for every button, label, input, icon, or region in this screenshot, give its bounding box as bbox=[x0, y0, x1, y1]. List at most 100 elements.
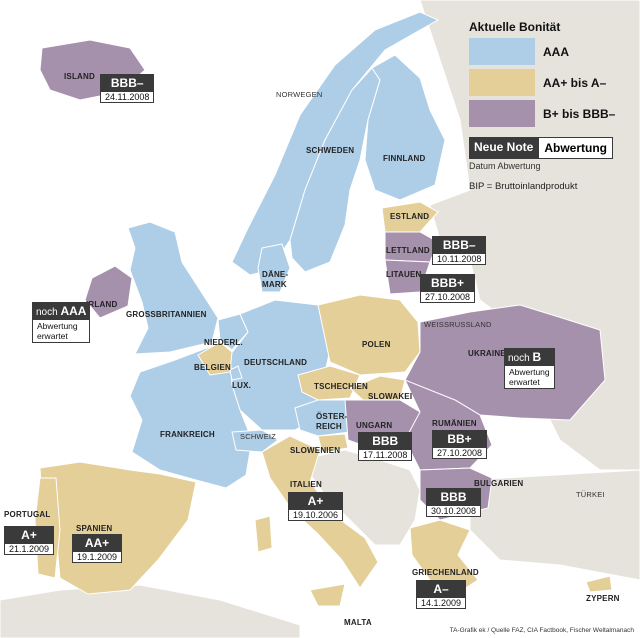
rating-note-latvia: BBB– bbox=[432, 236, 487, 254]
legend-label-bbb: B+ bis BBB– bbox=[543, 106, 616, 121]
label-belgium: BELGIEN bbox=[194, 363, 231, 372]
label-island: ISLAND bbox=[64, 72, 95, 81]
legend-swatch-bbb bbox=[469, 100, 535, 127]
label-denmark: DÄNE- MARK bbox=[262, 270, 289, 289]
shape-netherlands bbox=[217, 313, 249, 351]
label-romania: RUMÄNIEN bbox=[432, 419, 477, 428]
rating-tag-hungary: BBB 17.11.2008 bbox=[358, 432, 413, 461]
rating-date-portugal: 21.1.2009 bbox=[4, 544, 55, 555]
label-greece: GRIECHENLAND bbox=[412, 568, 479, 577]
shape-sweden bbox=[289, 67, 381, 273]
legend-swatch-aaa bbox=[469, 38, 535, 65]
rating-note-lithuania: BBB+ bbox=[420, 274, 476, 292]
shape-slovenia bbox=[317, 433, 349, 453]
label-luxembourg: LUX. bbox=[232, 381, 252, 390]
shape-estonia bbox=[381, 201, 439, 233]
legend-item-aa: AA+ bis A– bbox=[469, 69, 631, 96]
legend-swatch-aa bbox=[469, 69, 535, 96]
rating-date-hungary: 17.11.2008 bbox=[358, 450, 413, 461]
expected-note-ukraine: noch B Abwertung erwartet bbox=[504, 348, 555, 389]
expected-prefix-ukraine: noch bbox=[508, 353, 530, 364]
expected-text-ireland: Abwertung erwartet bbox=[32, 320, 91, 343]
label-estonia: ESTLAND bbox=[390, 212, 430, 221]
rating-note-bulgaria: BBB bbox=[426, 488, 482, 506]
land-north-africa bbox=[0, 584, 301, 638]
shape-belgium bbox=[197, 341, 233, 376]
rating-note-romania: BB+ bbox=[432, 430, 488, 448]
legend-sample-text: Abwertung bbox=[538, 137, 614, 159]
legend-title: Aktuelle Bonität bbox=[469, 20, 561, 34]
rating-date-spain: 19.1.2009 bbox=[72, 552, 123, 563]
shape-czech bbox=[297, 365, 361, 401]
legend-sample: Neue Note Abwertung bbox=[469, 137, 631, 159]
rating-tag-greece: A– 14.1.2009 bbox=[416, 580, 467, 609]
rating-date-island: 24.11.2008 bbox=[100, 92, 155, 103]
rating-tag-italy: A+ 19.10.2006 bbox=[288, 492, 344, 521]
legend-item-bbb: B+ bis BBB– bbox=[469, 100, 631, 127]
label-cyprus: ZYPERN bbox=[586, 594, 620, 603]
legend: Aktuelle Bonität AAA AA+ bis A– B+ bis B… bbox=[469, 20, 631, 192]
label-france: FRANKREICH bbox=[160, 430, 215, 439]
rating-note-island: BBB– bbox=[100, 74, 155, 92]
label-ireland: IRLAND bbox=[86, 300, 118, 309]
shape-sicily bbox=[309, 583, 346, 607]
rating-tag-portugal: A+ 21.1.2009 bbox=[4, 526, 55, 555]
label-slovenia: SLOWENIEN bbox=[290, 446, 341, 455]
rating-tag-spain: AA+ 19.1.2009 bbox=[72, 534, 123, 563]
source-credit: TA-Grafik ek / Quelle FAZ, CIA Factbook,… bbox=[449, 627, 634, 634]
expected-note-ireland: noch AAA Abwertung erwartet bbox=[32, 302, 91, 343]
label-sweden: SCHWEDEN bbox=[306, 146, 355, 155]
shape-denmark bbox=[257, 243, 291, 293]
label-spain: SPANIEN bbox=[76, 524, 113, 533]
shape-sardinia bbox=[254, 515, 273, 553]
label-lithuania: LITAUEN bbox=[386, 270, 422, 279]
rating-tag-island: BBB– 24.11.2008 bbox=[100, 74, 155, 103]
label-slovakia: SLOWAKEI bbox=[368, 392, 413, 401]
label-latvia: LETTLAND bbox=[386, 246, 430, 255]
shape-ireland bbox=[84, 265, 133, 319]
shape-uk bbox=[127, 221, 219, 355]
shape-luxembourg bbox=[229, 365, 243, 381]
label-poland: POLEN bbox=[362, 340, 391, 349]
expected-prefix-ireland: noch bbox=[36, 307, 58, 318]
rating-tag-bulgaria: BBB 30.10.2008 bbox=[426, 488, 482, 517]
label-norway: NORWEGEN bbox=[276, 90, 323, 99]
label-belarus: WEISSRUSSLAND bbox=[424, 320, 492, 329]
label-turkey: TÜRKEI bbox=[576, 490, 605, 499]
shape-switzerland bbox=[231, 429, 279, 453]
rating-note-hungary: BBB bbox=[358, 432, 413, 450]
aaa-countries bbox=[127, 11, 446, 489]
rating-tag-lithuania: BBB+ 27.10.2008 bbox=[420, 274, 476, 303]
label-austria: ÖSTER- REICH bbox=[316, 412, 348, 431]
label-czech: TSCHECHIEN bbox=[314, 382, 369, 391]
rating-tag-romania: BB+ 27.10.2008 bbox=[432, 430, 488, 459]
label-finland: FINNLAND bbox=[383, 154, 426, 163]
label-italy: ITALIEN bbox=[290, 480, 322, 489]
legend-bip: BIP = Bruttoinlandprodukt bbox=[469, 181, 578, 192]
rating-date-romania: 27.10.2008 bbox=[432, 448, 488, 459]
rating-date-greece: 14.1.2009 bbox=[416, 598, 467, 609]
label-bulgaria: BULGARIEN bbox=[474, 479, 524, 488]
label-ukraine: UKRAINE bbox=[468, 349, 506, 358]
label-portugal: PORTUGAL bbox=[4, 510, 51, 519]
rating-tag-latvia: BBB– 10.11.2008 bbox=[432, 236, 487, 265]
shape-poland bbox=[317, 294, 421, 376]
legend-item-aaa: AAA bbox=[469, 38, 631, 65]
label-hungary: UNGARN bbox=[356, 421, 393, 430]
label-switzerland: SCHWEIZ bbox=[240, 432, 276, 441]
rating-note-spain: AA+ bbox=[72, 534, 123, 552]
label-malta: MALTA bbox=[344, 618, 372, 627]
rating-note-greece: A– bbox=[416, 580, 467, 598]
label-uk: GROSSBRITANNIEN bbox=[126, 310, 207, 319]
rating-note-portugal: A+ bbox=[4, 526, 55, 544]
label-germany: DEUTSCHLAND bbox=[244, 358, 308, 367]
legend-label-aaa: AAA bbox=[543, 44, 569, 59]
label-netherlands: NIEDERL. bbox=[204, 338, 243, 347]
rating-date-lithuania: 27.10.2008 bbox=[420, 292, 476, 303]
expected-text-ukraine: Abwertung erwartet bbox=[504, 366, 555, 389]
rating-date-italy: 19.10.2006 bbox=[288, 510, 344, 521]
shape-finland bbox=[364, 54, 446, 201]
legend-sample-note: Neue Note bbox=[469, 137, 539, 159]
rating-date-latvia: 10.11.2008 bbox=[432, 254, 487, 265]
rating-note-italy: A+ bbox=[288, 492, 344, 510]
